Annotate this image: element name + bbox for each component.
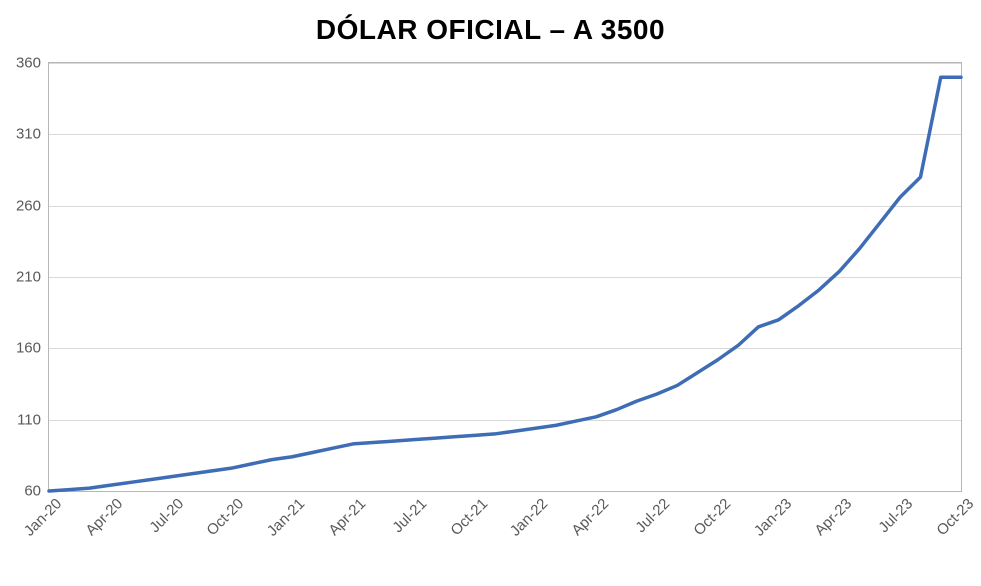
line-series bbox=[49, 77, 961, 491]
x-tick-label: Oct-22 bbox=[686, 491, 734, 539]
chart-container: DÓLAR OFICIAL – A 3500 60110160210260310… bbox=[0, 0, 981, 586]
x-tick-label: Oct-23 bbox=[929, 491, 977, 539]
x-tick-label: Jul-23 bbox=[871, 491, 916, 536]
x-tick-label: Apr-23 bbox=[808, 491, 856, 539]
y-tick-label: 160 bbox=[16, 340, 41, 357]
y-tick-label: 310 bbox=[16, 126, 41, 143]
x-tick-label: Jan-23 bbox=[746, 491, 795, 540]
x-tick-label: Jan-22 bbox=[503, 491, 552, 540]
x-tick-label: Jan-21 bbox=[260, 491, 309, 540]
x-tick-label: Apr-21 bbox=[321, 491, 369, 539]
chart-title: DÓLAR OFICIAL – A 3500 bbox=[0, 14, 981, 46]
line-series-svg bbox=[49, 63, 961, 491]
x-tick-label: Jul-22 bbox=[628, 491, 673, 536]
x-tick-label: Oct-21 bbox=[443, 491, 491, 539]
x-tick-label: Oct-20 bbox=[200, 491, 248, 539]
plot-area: 60110160210260310360Jan-20Apr-20Jul-20Oc… bbox=[48, 62, 962, 492]
x-tick-label: Apr-22 bbox=[564, 491, 612, 539]
y-tick-label: 360 bbox=[16, 55, 41, 72]
x-tick-label: Jul-20 bbox=[142, 491, 187, 536]
x-tick-label: Apr-20 bbox=[78, 491, 126, 539]
y-tick-label: 110 bbox=[17, 411, 41, 428]
x-tick-label: Jul-21 bbox=[385, 491, 430, 536]
y-tick-label: 60 bbox=[24, 483, 41, 500]
y-tick-label: 260 bbox=[16, 197, 41, 214]
y-tick-label: 210 bbox=[16, 269, 41, 286]
